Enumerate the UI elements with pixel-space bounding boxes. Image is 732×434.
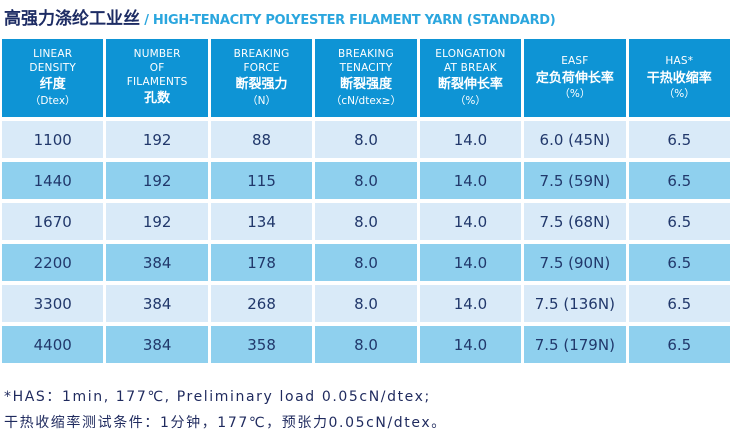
table-cell: 192 bbox=[106, 203, 208, 240]
table-cell: 1100 bbox=[2, 121, 104, 158]
column-header-en: BREAKING TENACITY bbox=[338, 48, 394, 74]
table-cell: 268 bbox=[210, 285, 313, 322]
column-header-en: HAS* bbox=[665, 54, 694, 67]
footnotes: *HAS：1min, 177℃, Preliminary load 0.05cN… bbox=[4, 384, 447, 434]
column-header-cn: 孔数 bbox=[144, 91, 171, 107]
column-header-en: EASF bbox=[561, 54, 589, 67]
table-cell: 3300 bbox=[2, 285, 104, 322]
table-cell: 384 bbox=[106, 326, 208, 363]
column-header-en: ELONGATION AT BREAK bbox=[435, 48, 506, 74]
table-cell: 6.5 bbox=[628, 203, 730, 240]
table-cell: 1440 bbox=[2, 162, 104, 199]
table-cell: 8.0 bbox=[315, 285, 417, 322]
footnote-line: *HAS：1min, 177℃, Preliminary load 0.05cN… bbox=[4, 389, 431, 405]
table-cell: 7.5 (179N) bbox=[524, 326, 626, 363]
page-title-cn: 高强力涤纶工业丝 bbox=[4, 9, 140, 29]
column-header-unit: （%） bbox=[663, 87, 695, 100]
column-header: NUMBER OF FILAMENTS 孔数 bbox=[106, 39, 208, 117]
table-cell: 7.5 (90N) bbox=[524, 244, 626, 281]
column-header: BREAKING TENACITY 断裂强度 （cN/dtex≥） bbox=[315, 39, 417, 117]
column-header: BREAKING FORCE 断裂强力 （N） bbox=[210, 39, 313, 117]
table-cell: 2200 bbox=[2, 244, 104, 281]
column-header-cn: 定负荷伸长率 bbox=[535, 70, 614, 86]
column-header-cn: 纤度 bbox=[39, 77, 66, 93]
table-cell: 4400 bbox=[2, 326, 104, 363]
table-cell: 6.5 bbox=[628, 121, 730, 158]
table-cell: 7.5 (68N) bbox=[524, 203, 626, 240]
table-cell: 6.5 bbox=[628, 244, 730, 281]
column-header-cn: 断裂强度 bbox=[339, 77, 392, 93]
column-header-unit: （Dtex） bbox=[29, 94, 76, 107]
table-cell: 14.0 bbox=[419, 285, 522, 322]
column-header-unit: （cN/dtex≥） bbox=[330, 94, 402, 107]
column-header-unit: （%） bbox=[559, 87, 591, 100]
column-header: LINEAR DENSITY 纤度 （Dtex） bbox=[2, 39, 104, 117]
column-header-en: NUMBER OF FILAMENTS bbox=[126, 48, 188, 88]
table-cell: 192 bbox=[106, 121, 208, 158]
table-cell: 8.0 bbox=[315, 121, 417, 158]
table-cell: 8.0 bbox=[315, 203, 417, 240]
table-cell: 8.0 bbox=[315, 162, 417, 199]
table-cell: 6.0 (45N) bbox=[524, 121, 626, 158]
table-cell: 384 bbox=[106, 285, 208, 322]
table-cell: 134 bbox=[210, 203, 313, 240]
column-header: HAS* 干热收缩率 （%） bbox=[628, 39, 730, 117]
table-cell: 8.0 bbox=[315, 244, 417, 281]
table-cell: 8.0 bbox=[315, 326, 417, 363]
table-cell: 7.5 (59N) bbox=[524, 162, 626, 199]
table-cell: 14.0 bbox=[419, 162, 522, 199]
table-cell: 6.5 bbox=[628, 162, 730, 199]
column-header: EASF 定负荷伸长率 （%） bbox=[524, 39, 626, 117]
column-header-cn: 干热收缩率 bbox=[646, 70, 712, 86]
table-cell: 384 bbox=[106, 244, 208, 281]
table-cell: 14.0 bbox=[419, 121, 522, 158]
table-cell: 14.0 bbox=[419, 326, 522, 363]
table-cell: 1670 bbox=[2, 203, 104, 240]
column-header-unit: （%） bbox=[454, 94, 486, 107]
column-header-unit: （N） bbox=[247, 94, 276, 107]
column-header-en: BREAKING FORCE bbox=[233, 48, 290, 74]
table-cell: 178 bbox=[210, 244, 313, 281]
table-cell: 14.0 bbox=[419, 244, 522, 281]
column-header-cn: 断裂伸长率 bbox=[437, 77, 503, 93]
spec-table: LINEAR DENSITY 纤度 （Dtex） NUMBER OF FILAMENTS 孔数… bbox=[2, 39, 730, 363]
page-title-en: HIGH-TENACITY POLYESTER FILAMENT YARN (S… bbox=[152, 13, 556, 28]
table-cell: 14.0 bbox=[419, 203, 522, 240]
table-cell: 115 bbox=[210, 162, 313, 199]
page-title: 高强力涤纶工业丝 / HIGH-TENACITY POLYESTER FILAM… bbox=[4, 4, 556, 29]
table-cell: 358 bbox=[210, 326, 313, 363]
column-header: ELONGATION AT BREAK 断裂伸长率 （%） bbox=[419, 39, 522, 117]
page-title-separator: / bbox=[140, 13, 153, 28]
table-cell: 6.5 bbox=[628, 326, 730, 363]
table-cell: 6.5 bbox=[628, 285, 730, 322]
column-header-cn: 断裂强力 bbox=[235, 77, 288, 93]
column-header-en: LINEAR DENSITY bbox=[29, 48, 76, 74]
table-cell: 192 bbox=[106, 162, 208, 199]
table-cell: 88 bbox=[210, 121, 313, 158]
footnote-line: 干热收缩率测试条件：1分钟，177℃，预张力0.05cN/dtex。 bbox=[4, 415, 447, 431]
table-cell: 7.5 (136N) bbox=[524, 285, 626, 322]
